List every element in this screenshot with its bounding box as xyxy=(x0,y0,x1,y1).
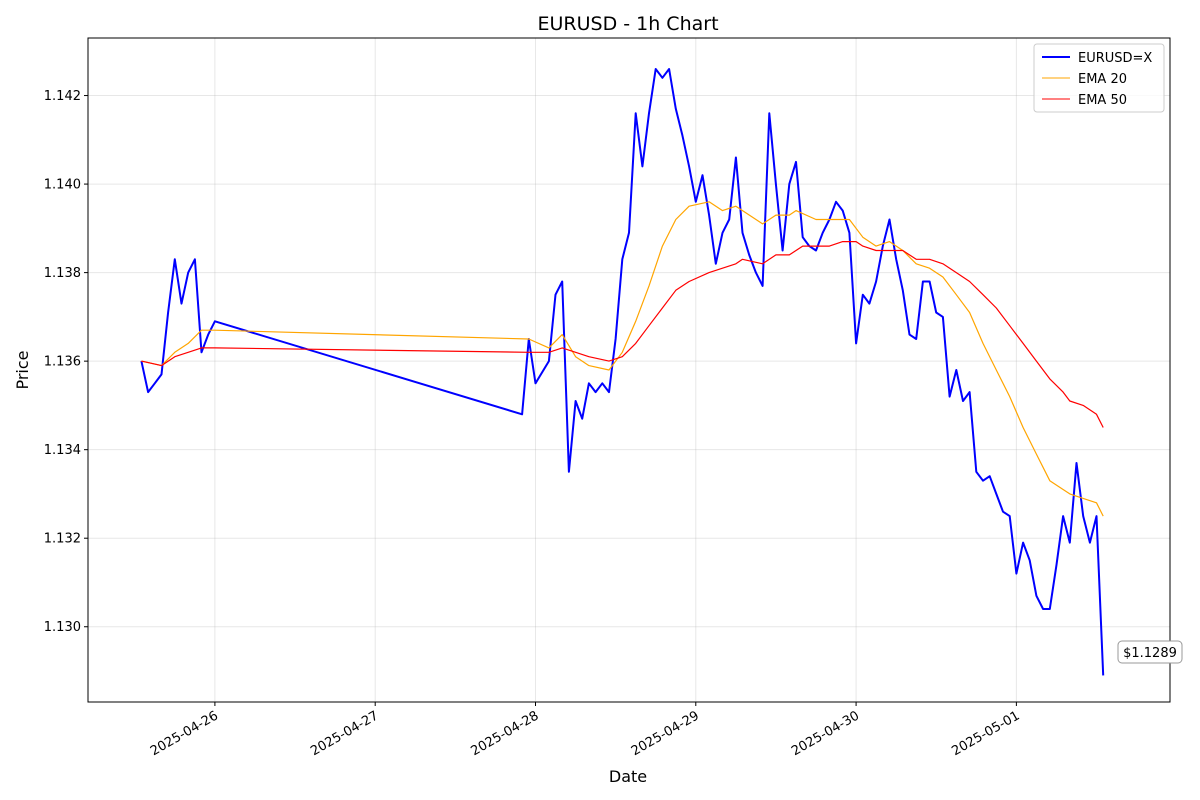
grid xyxy=(88,38,1170,702)
series-line-ema50 xyxy=(141,241,1104,428)
legend-label-ema20: EMA 20 xyxy=(1078,72,1127,87)
last-price-annotation: $1.1289 xyxy=(1117,640,1183,664)
last-price-box xyxy=(1117,640,1183,664)
y-tick-label: 1.142 xyxy=(44,89,81,104)
y-axis-label: Price xyxy=(13,350,32,389)
y-tick-label: 1.136 xyxy=(44,355,81,370)
plot-frame xyxy=(87,37,1171,703)
legend: EURUSD=X EMA 20 EMA 50 xyxy=(1033,43,1165,113)
legend-label-ema50: EMA 50 xyxy=(1078,93,1127,108)
y-tick-label: 1.132 xyxy=(44,532,81,547)
y-tick-label: 1.130 xyxy=(44,620,81,635)
last-price-label: $1.1289 xyxy=(1123,646,1177,661)
series-line-ema20 xyxy=(141,201,1104,517)
y-tick-label: 1.138 xyxy=(44,266,81,281)
y-tick-label: 1.140 xyxy=(44,178,81,193)
y-axis-ticks: 1.130 1.132 1.134 1.136 1.138 1.140 1.142 xyxy=(44,89,88,635)
legend-label-eurusd: EURUSD=X xyxy=(1078,51,1152,66)
series-line-eurusd xyxy=(140,68,1105,676)
x-axis-label: Date xyxy=(609,767,647,786)
series-lines xyxy=(140,68,1105,676)
y-tick-label: 1.134 xyxy=(44,443,81,458)
legend-box xyxy=(1033,43,1165,113)
chart-title: EURUSD - 1h Chart xyxy=(537,13,718,35)
